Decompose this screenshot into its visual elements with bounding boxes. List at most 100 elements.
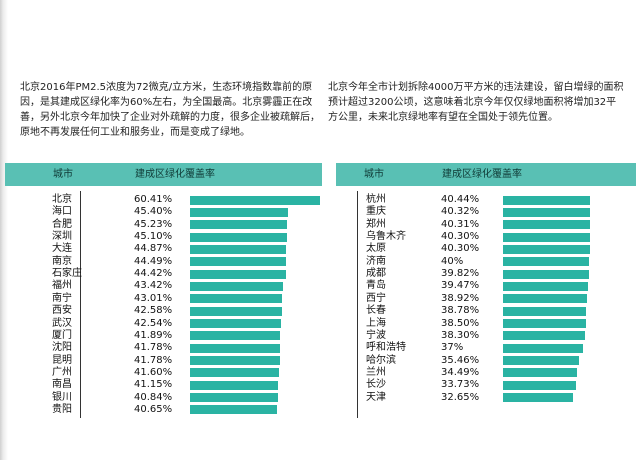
city-label: 合肥 bbox=[52, 218, 72, 230]
bar bbox=[190, 244, 287, 254]
value-label: 41.60% bbox=[134, 366, 173, 378]
bar bbox=[190, 281, 284, 291]
city-label: 沈阳 bbox=[52, 342, 72, 354]
bar bbox=[503, 232, 590, 242]
city-label: 西宁 bbox=[366, 292, 386, 304]
table-header-right: 城市 建成区绿化覆盖率 bbox=[336, 163, 636, 186]
city-label: 海口 bbox=[52, 206, 72, 218]
bar bbox=[503, 244, 590, 254]
bar bbox=[503, 319, 586, 328]
value-label: 41.89% bbox=[134, 329, 173, 341]
city-label: 重庆 bbox=[366, 206, 386, 218]
header-rate-label: 建成区绿化覆盖率 bbox=[442, 169, 522, 180]
bar bbox=[190, 380, 279, 390]
value-label: 40.84% bbox=[134, 391, 173, 403]
value-label: 39.82% bbox=[441, 268, 480, 280]
city-label: 哈尔滨 bbox=[366, 354, 396, 366]
value-label: 40.31% bbox=[441, 218, 480, 230]
city-label: 宁波 bbox=[366, 329, 386, 341]
city-label: 西安 bbox=[52, 305, 72, 317]
city-label: 乌鲁木齐 bbox=[366, 231, 406, 243]
bar bbox=[190, 195, 320, 205]
city-label: 北京 bbox=[52, 194, 72, 205]
value-label: 38.30% bbox=[441, 329, 480, 341]
value-label: 40.30% bbox=[441, 243, 480, 255]
city-label: 石家庄 bbox=[52, 268, 82, 280]
city-label: 兰州 bbox=[366, 366, 386, 378]
city-label: 太原 bbox=[366, 243, 386, 255]
value-label: 43.01% bbox=[134, 292, 173, 304]
value-label: 33.73% bbox=[441, 379, 480, 391]
bar bbox=[190, 257, 286, 267]
bar bbox=[190, 356, 280, 366]
value-label: 40.44% bbox=[441, 194, 480, 205]
city-label: 昆明 bbox=[52, 354, 72, 366]
bar bbox=[503, 207, 590, 217]
bar bbox=[503, 331, 586, 341]
bar bbox=[503, 368, 578, 378]
city-label: 武汉 bbox=[52, 317, 72, 329]
bar bbox=[190, 220, 288, 230]
city-label: 贵阳 bbox=[52, 403, 72, 415]
bar bbox=[190, 368, 280, 378]
city-label: 长春 bbox=[366, 305, 386, 317]
value-label: 42.54% bbox=[134, 317, 173, 329]
value-label: 35.46% bbox=[441, 354, 480, 366]
city-label: 广州 bbox=[52, 366, 72, 378]
bar bbox=[503, 195, 590, 205]
value-label: 43.42% bbox=[134, 280, 173, 292]
city-label: 深圳 bbox=[52, 231, 72, 243]
city-label: 济南 bbox=[366, 255, 386, 267]
value-label: 45.40% bbox=[134, 206, 173, 218]
city-label: 郑州 bbox=[366, 218, 386, 230]
city-label: 大连 bbox=[52, 243, 72, 255]
bar bbox=[190, 269, 286, 279]
bar bbox=[190, 319, 282, 328]
city-label: 银川 bbox=[52, 391, 72, 403]
value-label: 45.23% bbox=[134, 218, 173, 230]
bar bbox=[503, 281, 588, 291]
city-label: 呼和浩特 bbox=[366, 342, 406, 354]
value-label: 37% bbox=[441, 342, 464, 354]
bar bbox=[503, 306, 587, 316]
city-label: 青岛 bbox=[366, 280, 386, 292]
city-label: 天津 bbox=[366, 391, 386, 403]
bar bbox=[503, 393, 574, 403]
table-header-left: 城市 建成区绿化覆盖率 bbox=[5, 163, 322, 186]
bar bbox=[503, 257, 589, 267]
city-label: 杭州 bbox=[366, 194, 386, 205]
bar bbox=[503, 220, 590, 230]
bar bbox=[190, 343, 280, 353]
bar bbox=[190, 294, 283, 304]
value-label: 41.78% bbox=[134, 354, 173, 366]
bar bbox=[503, 356, 580, 366]
value-label: 40.65% bbox=[134, 403, 173, 415]
value-label: 39.47% bbox=[441, 280, 480, 292]
value-label: 44.87% bbox=[134, 243, 173, 255]
value-label: 40.30% bbox=[441, 231, 480, 243]
value-label: 40% bbox=[441, 255, 464, 267]
city-label: 南昌 bbox=[52, 379, 72, 391]
intro-paragraph-left: 北京2016年PM2.5浓度为72微克/立方米，生态环境指数靠前的原因，是其建成… bbox=[20, 82, 320, 138]
value-label: 38.78% bbox=[441, 305, 480, 317]
page-spine bbox=[0, 0, 8, 460]
value-label: 60.41% bbox=[134, 194, 173, 205]
value-label: 44.42% bbox=[134, 268, 173, 280]
city-label: 上海 bbox=[366, 317, 386, 329]
bar bbox=[190, 393, 278, 403]
bar bbox=[190, 306, 282, 316]
header-city-label: 城市 bbox=[53, 169, 73, 180]
city-label: 南宁 bbox=[52, 292, 72, 304]
bar bbox=[503, 380, 576, 390]
bar bbox=[190, 405, 278, 415]
value-label: 45.10% bbox=[134, 231, 173, 243]
value-label: 41.78% bbox=[134, 342, 173, 354]
city-label: 长沙 bbox=[366, 379, 386, 391]
value-label: 41.15% bbox=[134, 379, 173, 391]
value-label: 34.49% bbox=[441, 366, 480, 378]
header-rate-label: 建成区绿化覆盖率 bbox=[135, 169, 215, 180]
city-label: 福州 bbox=[52, 280, 72, 292]
city-label: 厦门 bbox=[52, 329, 72, 341]
city-label: 南京 bbox=[52, 255, 72, 267]
divider-line-right bbox=[357, 191, 358, 418]
